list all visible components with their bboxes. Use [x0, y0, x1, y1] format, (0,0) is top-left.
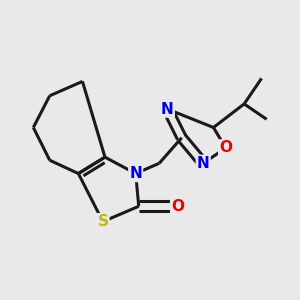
Text: O: O	[219, 140, 232, 155]
Text: N: N	[161, 102, 174, 117]
Text: N: N	[129, 166, 142, 181]
Text: S: S	[98, 214, 108, 229]
Text: N: N	[197, 156, 210, 171]
Text: O: O	[171, 199, 184, 214]
